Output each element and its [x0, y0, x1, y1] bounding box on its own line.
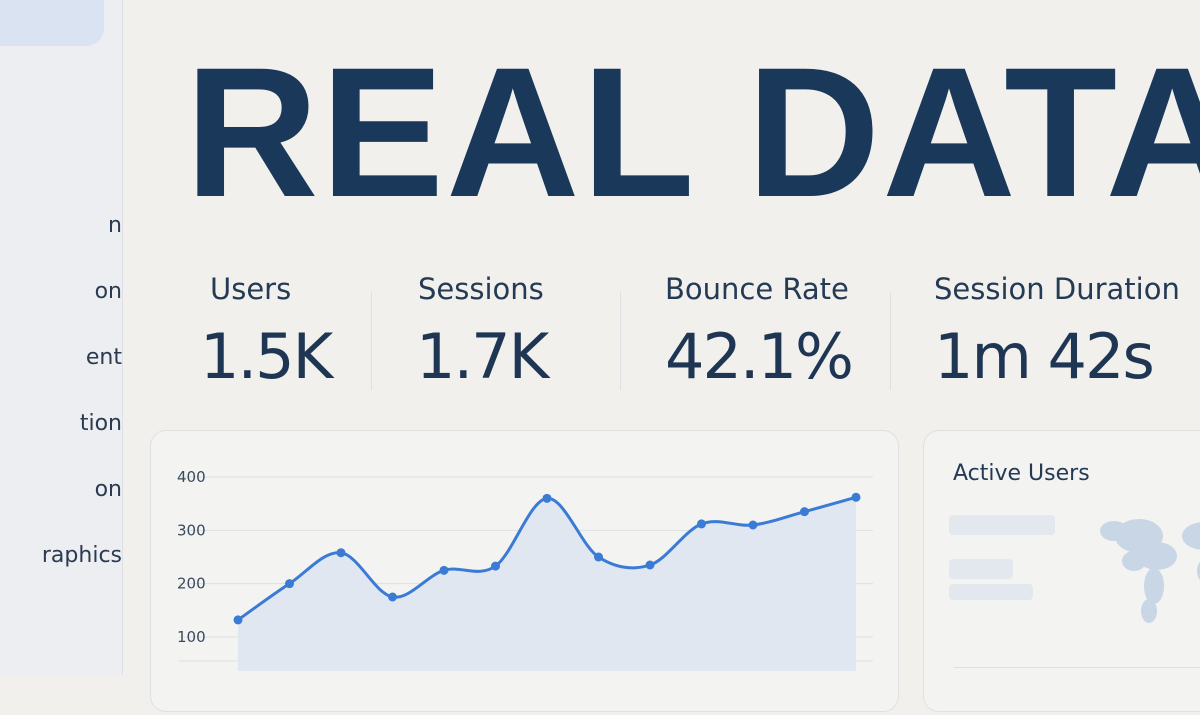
- y-tick-label: 400: [177, 468, 206, 486]
- metric-value: 1.5K: [200, 320, 333, 393]
- data-point[interactable]: [336, 548, 346, 558]
- data-point[interactable]: [233, 615, 243, 625]
- metric-label: Session Duration: [934, 272, 1180, 306]
- active-users-title: Active Users: [953, 461, 1090, 486]
- data-point[interactable]: [851, 492, 861, 502]
- data-point[interactable]: [594, 552, 603, 562]
- placeholder-bar: [949, 584, 1033, 600]
- data-point[interactable]: [748, 520, 758, 530]
- placeholder-bar: [949, 515, 1055, 535]
- users-area-fill: [238, 497, 856, 671]
- sidebar-item-6[interactable]: raphics: [41, 543, 122, 568]
- sidebar-active-item[interactable]: [0, 0, 104, 46]
- data-point[interactable]: [439, 565, 449, 575]
- data-point[interactable]: [388, 592, 397, 602]
- sidebar-item-2[interactable]: on: [94, 279, 122, 304]
- metric-value: 1m 42s: [934, 320, 1155, 393]
- metric-label: Bounce Rate: [665, 272, 849, 306]
- data-point[interactable]: [800, 507, 809, 517]
- users-chart-card: 100 200 300 400: [150, 430, 899, 712]
- metric-sessions: Sessions 1.7K: [416, 272, 549, 393]
- active-users-card: Active Users: [923, 430, 1200, 712]
- metric-divider: [620, 292, 621, 390]
- metric-value: 42.1%: [665, 320, 854, 393]
- placeholder-bar: [949, 559, 1013, 579]
- metric-divider: [890, 292, 891, 390]
- world-map-icon: [1100, 519, 1200, 623]
- metric-divider: [371, 292, 372, 390]
- card-divider: [954, 667, 1200, 668]
- sidebar: n on ent tion on raphics: [0, 0, 123, 675]
- sidebar-item-1[interactable]: n: [108, 213, 122, 238]
- metric-value: 1.7K: [416, 320, 549, 393]
- sidebar-item-5[interactable]: on: [94, 477, 122, 502]
- metric-bounce-rate: Bounce Rate 42.1%: [665, 272, 854, 393]
- metric-label: Users: [210, 272, 292, 306]
- data-point[interactable]: [285, 579, 294, 589]
- y-tick-label: 100: [177, 628, 206, 646]
- y-tick-label: 200: [177, 575, 206, 593]
- data-point[interactable]: [491, 561, 500, 571]
- metric-session-duration: Session Duration 1m 42s: [934, 272, 1180, 393]
- metric-users: Users 1.5K: [200, 272, 333, 393]
- hero-title: REAL DATA: [185, 30, 1200, 236]
- data-point[interactable]: [645, 560, 655, 570]
- data-point[interactable]: [697, 519, 706, 529]
- sidebar-item-4[interactable]: tion: [79, 411, 122, 436]
- users-line-chart: 100 200 300 400: [177, 468, 873, 671]
- metric-label: Sessions: [418, 272, 544, 306]
- data-point[interactable]: [542, 493, 552, 503]
- sidebar-item-3[interactable]: ent: [85, 345, 122, 370]
- y-tick-label: 300: [177, 521, 206, 539]
